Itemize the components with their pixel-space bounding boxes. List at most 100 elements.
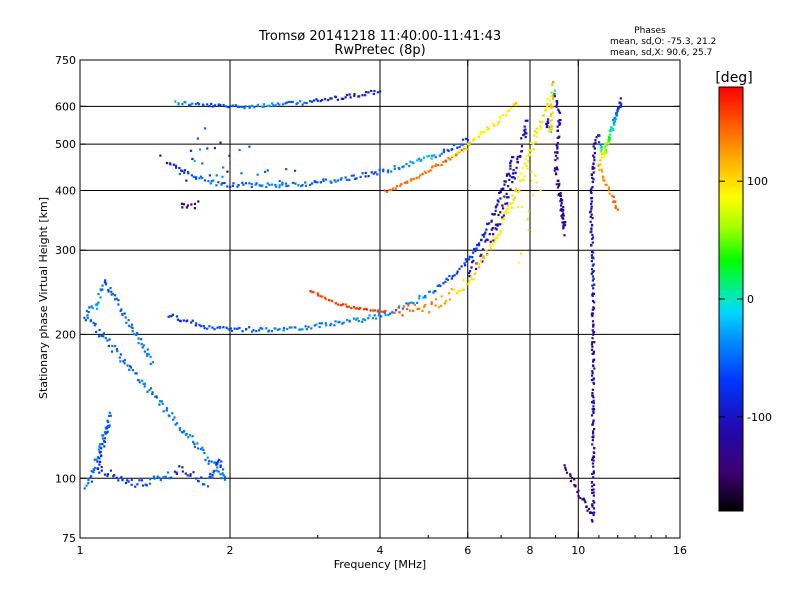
data-point [165, 409, 168, 412]
data-point [592, 325, 595, 328]
data-point [499, 211, 502, 214]
data-point [509, 164, 512, 168]
data-point [563, 221, 566, 224]
data-point [415, 177, 418, 180]
data-point [472, 251, 475, 254]
data-point [591, 165, 594, 168]
data-point [555, 144, 558, 147]
data-point [266, 169, 269, 172]
data-point [288, 326, 291, 329]
data-point [428, 154, 431, 158]
data-point [115, 476, 118, 479]
data-point [591, 392, 594, 395]
data-point [222, 166, 225, 169]
data-point [356, 317, 359, 320]
data-point [324, 322, 327, 325]
data-point [599, 163, 602, 166]
data-point [514, 104, 517, 107]
data-point [592, 499, 595, 502]
data-point [524, 128, 527, 131]
data-point [204, 459, 207, 462]
data-point [93, 466, 97, 469]
data-point [561, 216, 564, 220]
data-point [620, 103, 623, 106]
data-point [206, 103, 209, 106]
data-point [193, 159, 196, 162]
data-point [591, 275, 594, 278]
data-point [104, 432, 107, 435]
data-point [199, 325, 203, 328]
data-point [558, 118, 561, 122]
data-point [346, 318, 349, 322]
data-point [548, 126, 551, 129]
data-point [188, 434, 192, 437]
data-point [548, 99, 551, 102]
data-point [485, 249, 488, 252]
data-point [591, 364, 595, 367]
data-point [206, 456, 209, 459]
data-point [101, 284, 104, 287]
data-point [443, 302, 446, 305]
data-point [514, 171, 517, 174]
data-point [607, 140, 610, 143]
data-point [206, 147, 209, 150]
data-point [213, 328, 216, 331]
data-point [592, 465, 595, 468]
data-point [590, 254, 593, 257]
data-point [274, 104, 277, 107]
data-point [110, 293, 113, 296]
data-point [320, 322, 323, 325]
data-point [593, 428, 596, 431]
data-point [271, 102, 274, 105]
data-point [197, 480, 200, 483]
data-point [530, 170, 533, 173]
data-point [110, 290, 113, 293]
data-point [263, 103, 266, 106]
data-point [123, 312, 126, 315]
data-point [615, 114, 618, 117]
data-point [204, 127, 207, 130]
data-point [505, 210, 508, 213]
data-point [523, 175, 526, 178]
data-point [527, 228, 530, 232]
data-point [451, 275, 454, 278]
data-point [329, 324, 332, 327]
data-point [114, 298, 117, 301]
data-point [480, 253, 483, 256]
data-point [272, 104, 275, 107]
data-point [593, 446, 596, 449]
data-point [512, 169, 515, 172]
data-point [552, 81, 555, 84]
data-point [556, 157, 559, 160]
data-point [504, 212, 507, 215]
data-point [196, 442, 199, 445]
data-point [303, 101, 306, 104]
data-point [429, 169, 432, 172]
data-point [556, 147, 559, 150]
data-point [364, 307, 367, 310]
data-point [541, 121, 544, 124]
data-point [609, 137, 612, 140]
data-point [208, 105, 211, 108]
data-point [87, 482, 90, 485]
data-point [592, 360, 595, 363]
data-point [364, 318, 367, 322]
data-point [428, 311, 431, 314]
data-point [276, 102, 279, 105]
data-point [181, 206, 184, 209]
data-point [556, 168, 559, 171]
data-point [481, 131, 484, 134]
data-point [121, 313, 124, 317]
data-point [439, 284, 442, 288]
data-point [475, 267, 478, 271]
data-point [591, 372, 594, 375]
data-point [582, 497, 585, 500]
colorbar-tick-label: 0 [747, 293, 754, 306]
data-point [614, 206, 617, 210]
data-point [393, 167, 396, 170]
data-point [469, 141, 472, 144]
data-point [210, 180, 213, 183]
data-point [373, 90, 376, 93]
data-point [152, 475, 155, 478]
data-point [102, 335, 105, 338]
